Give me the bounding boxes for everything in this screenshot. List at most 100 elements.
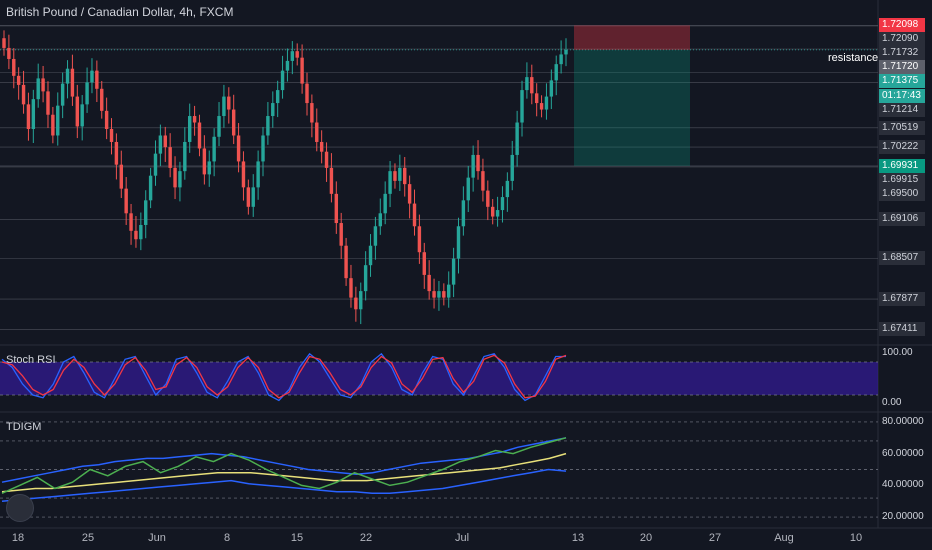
candle-body xyxy=(359,291,363,310)
candle-body xyxy=(90,70,94,83)
candle-body xyxy=(432,291,436,298)
take-profit-zone xyxy=(574,49,690,166)
candle-body xyxy=(173,167,177,188)
candle-body xyxy=(383,193,387,214)
candle-body xyxy=(393,171,397,181)
candle-body xyxy=(451,258,456,285)
oscillator-axis-label: 0.00 xyxy=(882,397,902,408)
price-axis-label: 1.72098 xyxy=(879,18,925,33)
candle-body xyxy=(442,291,446,298)
candle-body xyxy=(227,96,231,110)
candle-body xyxy=(178,171,182,188)
candle-body xyxy=(461,200,466,227)
candle-body xyxy=(163,135,167,148)
time-axis-label: 18 xyxy=(11,532,25,544)
candle-body xyxy=(134,230,138,240)
candle-body xyxy=(481,171,485,191)
candle-body xyxy=(300,57,304,84)
candle-body xyxy=(530,77,534,94)
stop-loss-zone xyxy=(574,25,690,50)
candle-body xyxy=(236,135,241,162)
price-axis-label: 1.69500 xyxy=(879,186,925,201)
candle-body xyxy=(290,51,295,61)
time-axis-label: Jun xyxy=(148,532,166,544)
candle-body xyxy=(12,58,16,76)
candle-body xyxy=(373,226,378,246)
candle-body xyxy=(549,80,554,97)
candle-body xyxy=(490,206,495,217)
tdigm-rsi-line xyxy=(1,437,567,494)
stoch-rsi-label[interactable]: Stoch RSI xyxy=(6,354,56,366)
candle-body xyxy=(187,116,192,142)
candle-body xyxy=(109,129,114,142)
countdown-timer-tag: 01:17:43 xyxy=(879,89,925,104)
candle-body xyxy=(310,103,314,123)
time-axis-label: 22 xyxy=(359,532,373,544)
time-axis-label: 8 xyxy=(223,532,231,544)
candle-body xyxy=(447,284,451,298)
candle-body xyxy=(21,84,26,105)
stoch-band xyxy=(0,362,878,395)
candle-body xyxy=(222,96,226,117)
candle-body xyxy=(378,213,383,227)
oscillator-axis-label: 80.00000 xyxy=(882,415,924,427)
candle-body xyxy=(564,49,568,55)
candle-body xyxy=(139,224,143,240)
candle-body xyxy=(403,167,407,185)
candle-body xyxy=(407,184,412,204)
price-axis-label: 1.69915 xyxy=(879,172,925,187)
candle-body xyxy=(16,75,21,85)
candle-body xyxy=(275,90,280,104)
candle-body xyxy=(319,141,324,152)
tradingview-logo-icon[interactable] xyxy=(6,494,34,522)
time-axis-label: 15 xyxy=(290,532,304,544)
candle-body xyxy=(544,96,549,110)
candle-body xyxy=(51,114,55,136)
candle-body xyxy=(231,109,236,136)
candle-body xyxy=(158,135,163,154)
tdigm-label[interactable]: TDIGM xyxy=(6,421,42,433)
candle-body xyxy=(466,177,470,201)
oscillator-axis-label: 60.00000 xyxy=(882,447,924,459)
candle-body xyxy=(486,190,490,207)
candle-body xyxy=(363,265,368,292)
candle-body xyxy=(344,245,348,279)
price-axis-label: 1.69106 xyxy=(879,212,925,227)
candle-body xyxy=(85,82,89,105)
time-axis-label: 10 xyxy=(849,532,863,544)
candle-body xyxy=(354,297,358,310)
candle-body xyxy=(197,122,202,149)
price-axis-label: 1.70519 xyxy=(879,120,925,135)
price-axis-label: 1.68507 xyxy=(879,251,925,266)
candle-body xyxy=(422,252,426,275)
candle-body xyxy=(525,77,529,91)
candle-body xyxy=(520,90,524,123)
candle-body xyxy=(241,161,246,188)
candle-body xyxy=(2,38,6,48)
candle-body xyxy=(315,122,319,142)
time-axis-label: Jul xyxy=(454,532,470,544)
candle-body xyxy=(36,78,40,100)
candle-body xyxy=(148,175,153,201)
candle-body xyxy=(129,213,133,231)
resistance-annotation: resistance xyxy=(828,52,879,64)
time-axis-label: 13 xyxy=(571,532,585,544)
price-axis-label: 1.67877 xyxy=(879,292,925,307)
chart-title: British Pound / Canadian Dollar, 4h, FXC… xyxy=(6,5,234,19)
candle-body xyxy=(192,116,197,123)
candle-body xyxy=(183,141,187,172)
candle-body xyxy=(398,167,402,181)
tdigm-signal-line xyxy=(1,452,567,493)
candle-body xyxy=(505,180,510,198)
candle-body xyxy=(534,93,539,104)
candle-body xyxy=(437,291,441,298)
candle-body xyxy=(412,203,417,227)
candle-body xyxy=(65,68,70,84)
candle-body xyxy=(60,83,65,106)
candle-body xyxy=(246,187,251,207)
candle-body xyxy=(212,136,216,162)
time-axis-label: 27 xyxy=(708,532,722,544)
candle-body xyxy=(349,278,353,298)
candle-body xyxy=(100,88,104,111)
